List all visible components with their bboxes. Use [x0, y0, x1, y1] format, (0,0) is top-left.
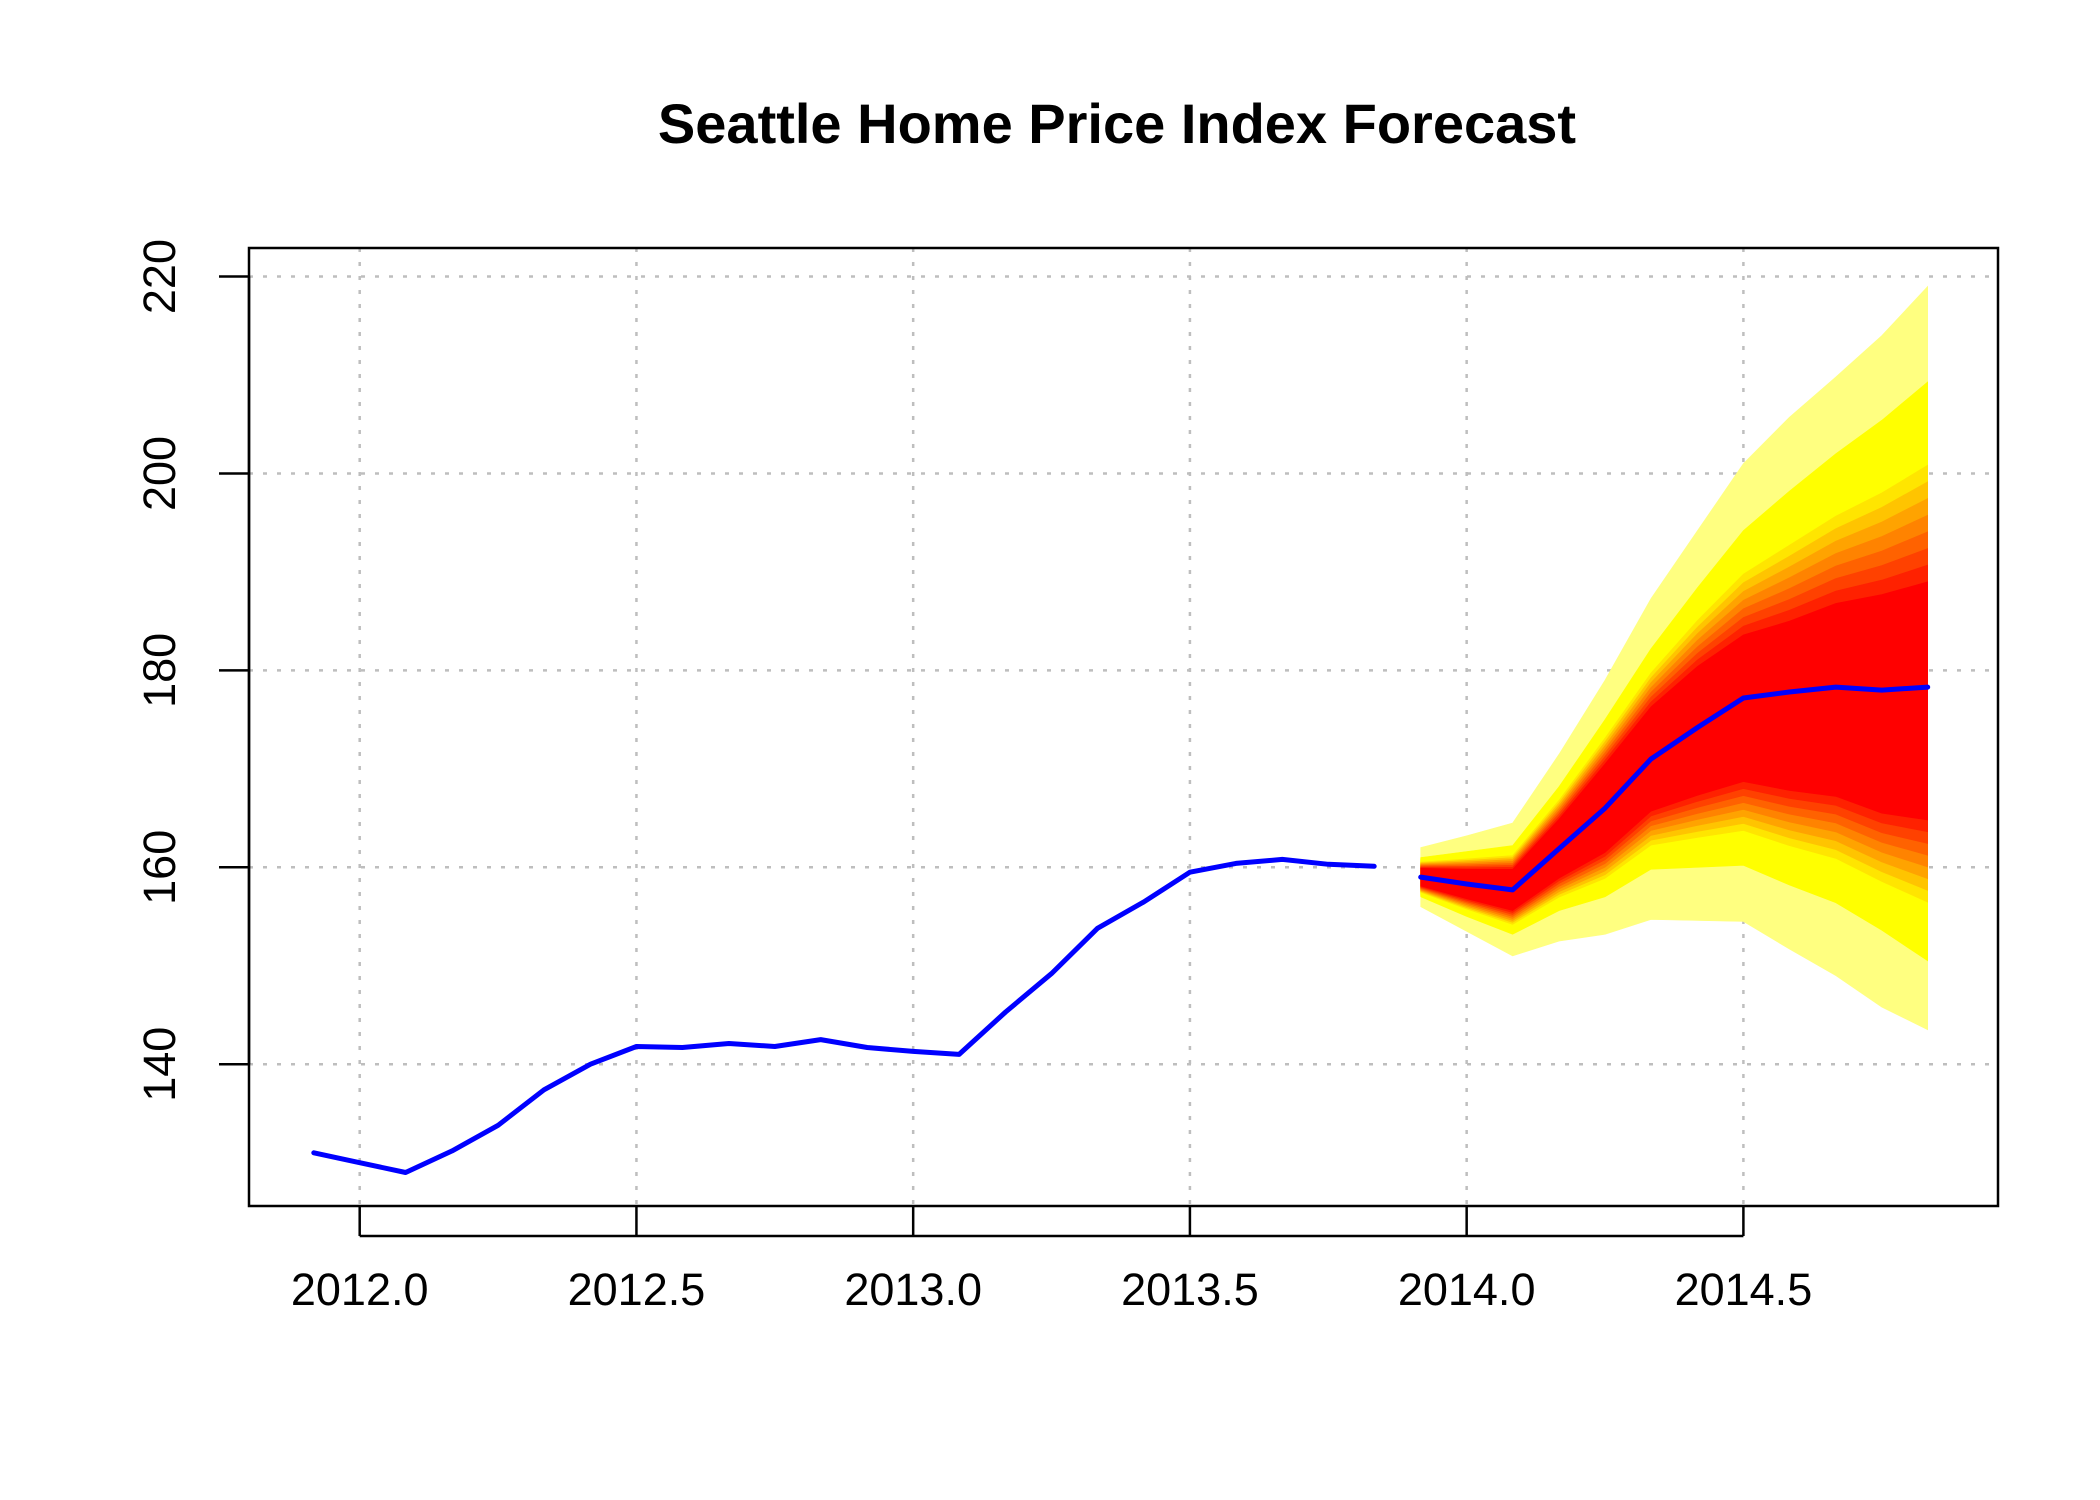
y-tick-label: 180 [134, 633, 185, 708]
y-tick-label: 160 [134, 830, 185, 905]
series-lines [311, 684, 1931, 1175]
x-tick-label: 2012.5 [568, 1264, 706, 1315]
forecast-fan [1420, 285, 1928, 1031]
chart-title: Seattle Home Price Index Forecast [658, 92, 1576, 155]
x-axis: 2012.0 2012.5 2013.0 2013.5 2014.0 2014.5 [291, 1206, 1812, 1315]
x-tick-label: 2012.0 [291, 1264, 429, 1315]
x-tick-label: 2014.5 [1675, 1264, 1813, 1315]
y-tick-label: 140 [134, 1027, 185, 1102]
y-tick-label: 200 [134, 436, 185, 511]
x-tick-label: 2013.0 [844, 1264, 982, 1315]
x-tick-label: 2013.5 [1121, 1264, 1259, 1315]
y-tick-label: 220 [134, 239, 185, 314]
history-line [311, 856, 1377, 1175]
y-axis: 140 160 180 200 220 [134, 239, 251, 1102]
x-tick-label: 2014.0 [1398, 1264, 1536, 1315]
forecast-mean-line [1418, 684, 1931, 893]
